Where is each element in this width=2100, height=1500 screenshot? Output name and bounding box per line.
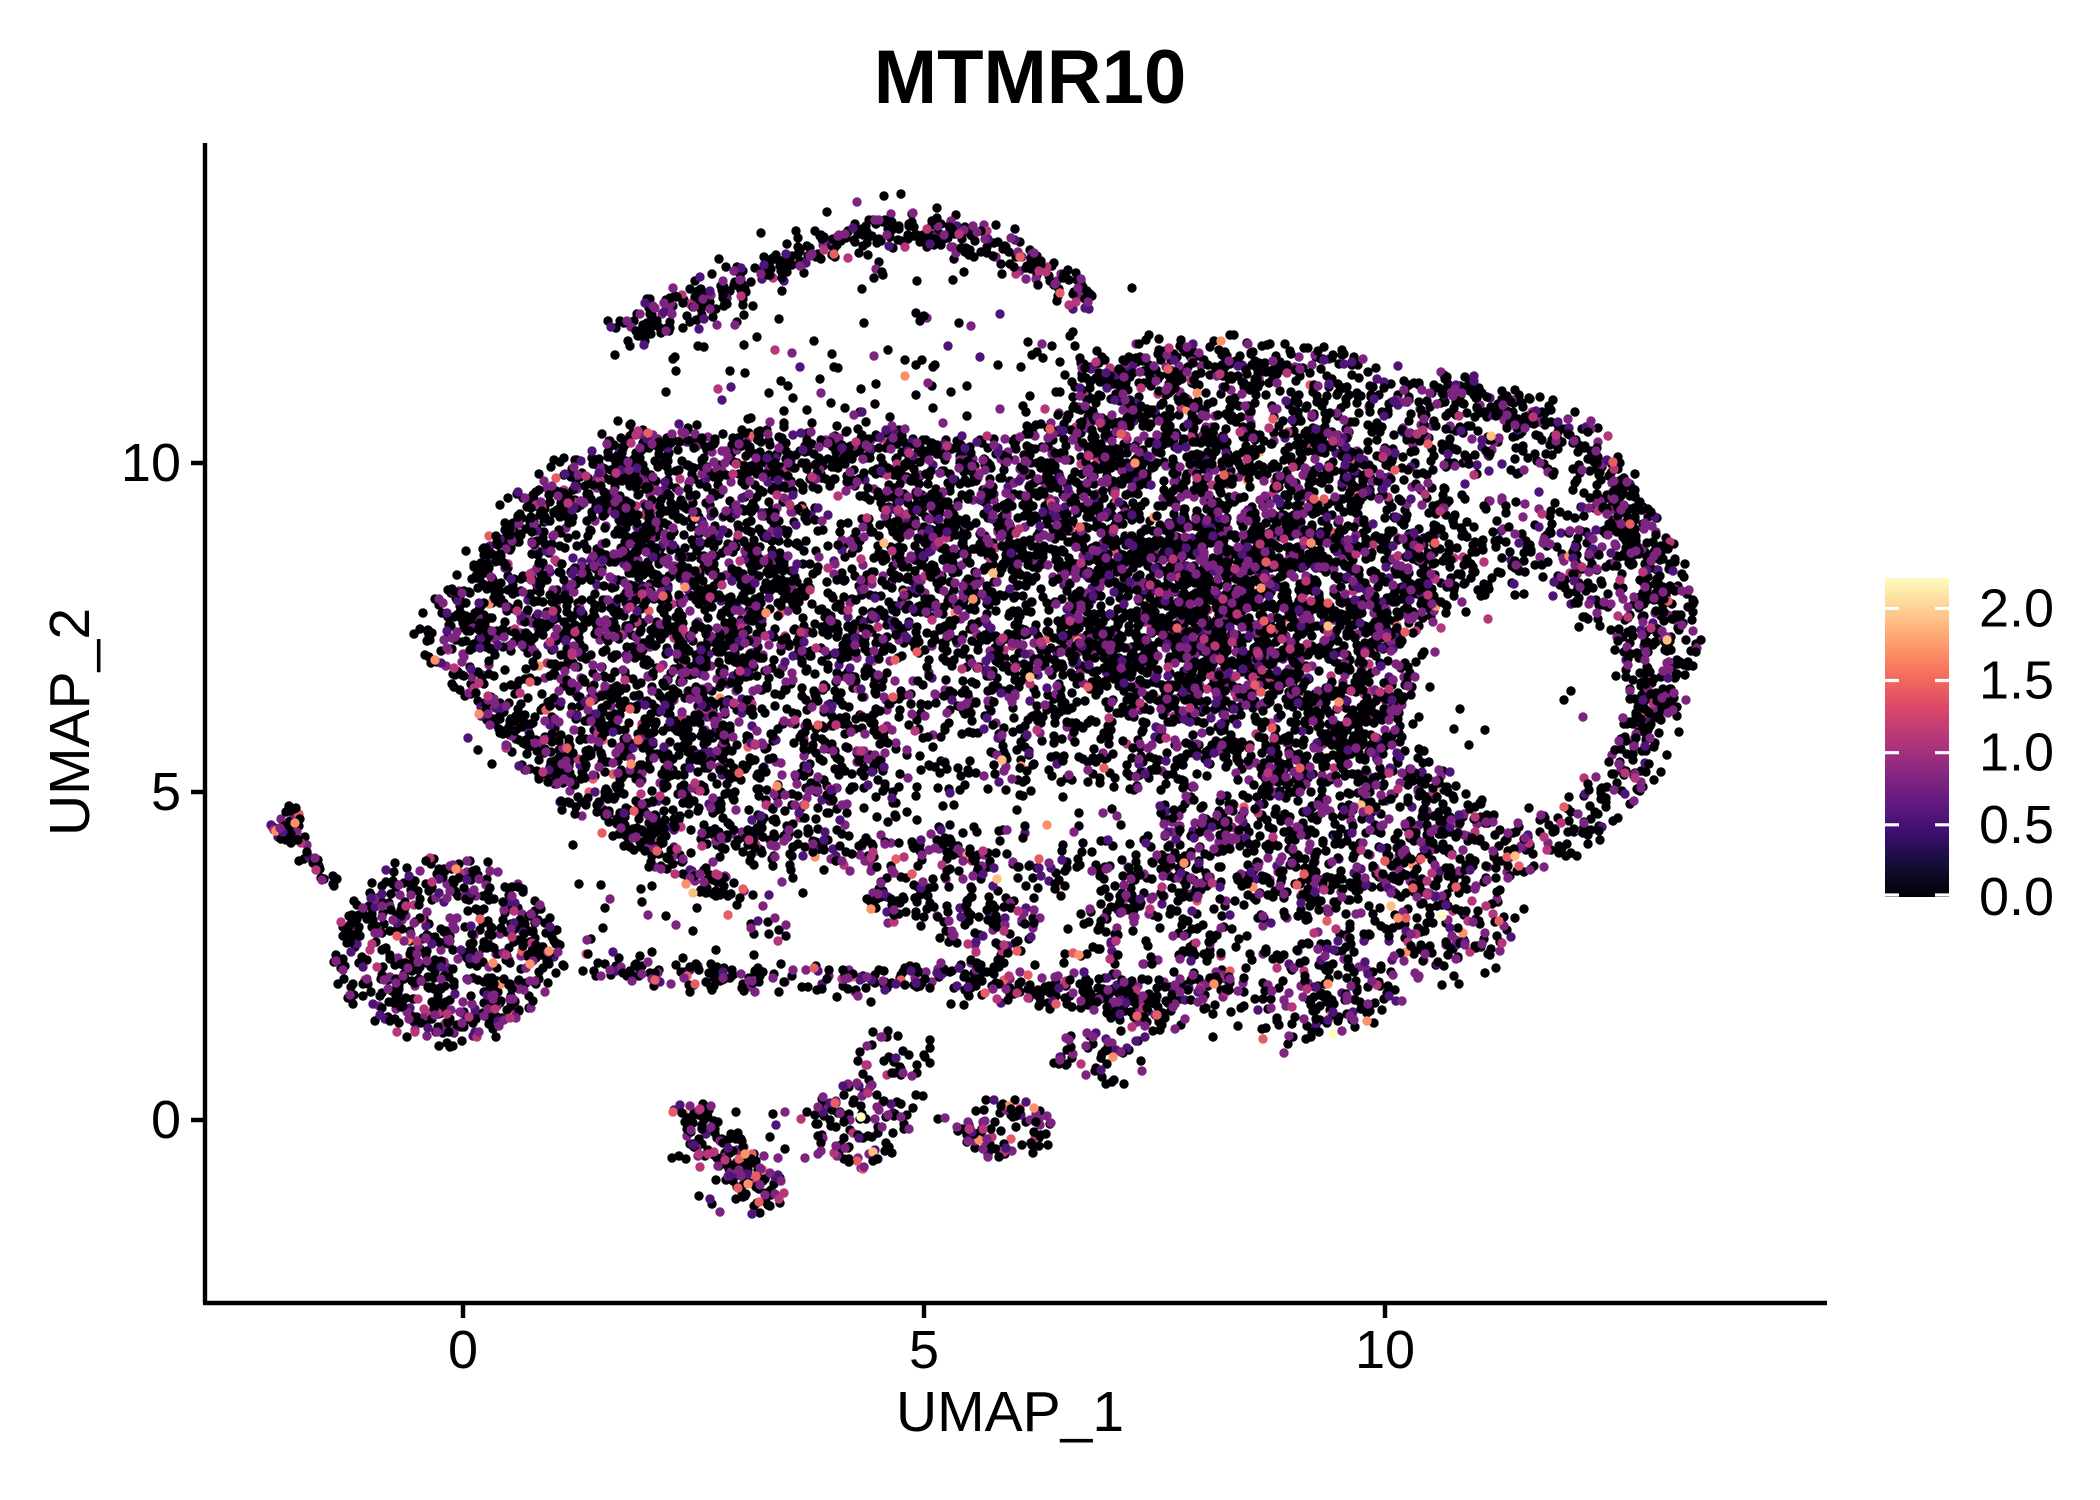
svg-text:0.0: 0.0 [1979,867,2054,927]
svg-text:UMAP_2: UMAP_2 [38,608,102,836]
svg-text:0: 0 [448,1320,478,1380]
svg-text:10: 10 [1355,1320,1415,1380]
svg-text:MTMR10: MTMR10 [874,35,1186,120]
svg-text:1.0: 1.0 [1979,723,2054,783]
svg-text:10: 10 [121,433,181,493]
svg-text:5: 5 [909,1320,939,1380]
svg-text:0: 0 [151,1090,181,1150]
svg-text:2.0: 2.0 [1979,578,2054,638]
svg-text:0.5: 0.5 [1979,795,2054,855]
svg-text:UMAP_1: UMAP_1 [896,1380,1124,1444]
svg-text:5: 5 [151,762,181,822]
svg-text:1.5: 1.5 [1979,651,2054,711]
